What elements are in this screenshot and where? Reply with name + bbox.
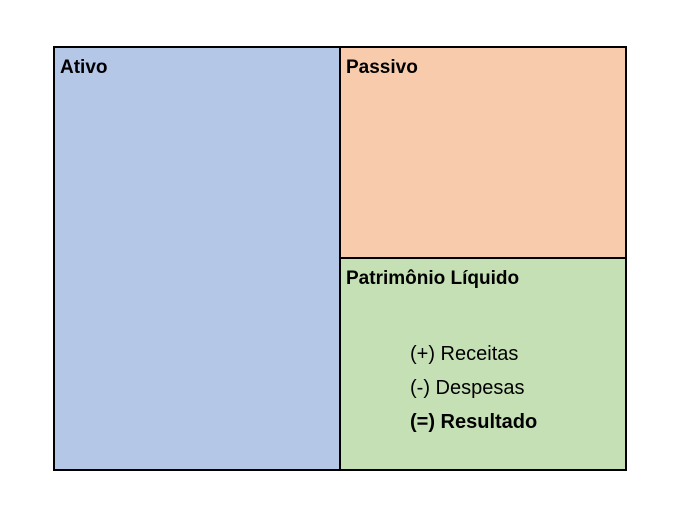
- passivo-title: Passivo: [346, 57, 418, 78]
- receitas-item: (+) Receitas: [410, 343, 519, 365]
- passivo-box: Passivo: [339, 46, 627, 260]
- despesas-item: (-) Despesas: [410, 377, 525, 399]
- result-list: (+) Receitas (-) Despesas (=) Resultado: [410, 337, 537, 439]
- patrimonio-liquido-box: Patrimônio Líquido (+) Receitas (-) Desp…: [339, 257, 627, 471]
- ativo-box: Ativo: [53, 46, 342, 471]
- ativo-title: Ativo: [60, 57, 108, 78]
- resultado-item: (=) Resultado: [410, 411, 538, 433]
- patrimonio-liquido-title: Patrimônio Líquido: [346, 268, 520, 289]
